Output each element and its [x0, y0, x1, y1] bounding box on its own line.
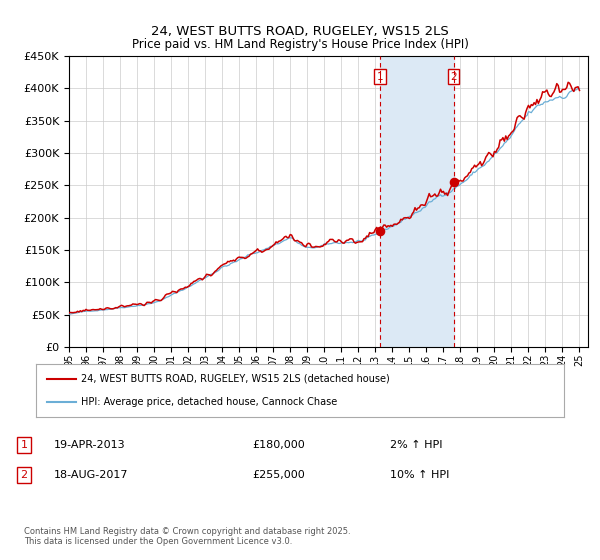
Text: 1: 1: [20, 440, 28, 450]
Text: 24, WEST BUTTS ROAD, RUGELEY, WS15 2LS: 24, WEST BUTTS ROAD, RUGELEY, WS15 2LS: [151, 25, 449, 38]
Text: Price paid vs. HM Land Registry's House Price Index (HPI): Price paid vs. HM Land Registry's House …: [131, 38, 469, 51]
Text: Contains HM Land Registry data © Crown copyright and database right 2025.
This d: Contains HM Land Registry data © Crown c…: [24, 526, 350, 546]
Text: 2: 2: [450, 72, 457, 82]
Text: 2% ↑ HPI: 2% ↑ HPI: [390, 440, 443, 450]
Text: 19-APR-2013: 19-APR-2013: [54, 440, 125, 450]
Text: 1: 1: [377, 72, 384, 82]
Text: £255,000: £255,000: [252, 470, 305, 480]
Text: 2: 2: [20, 470, 28, 480]
Text: HPI: Average price, detached house, Cannock Chase: HPI: Average price, detached house, Cann…: [81, 397, 337, 407]
Text: 18-AUG-2017: 18-AUG-2017: [54, 470, 128, 480]
Point: [376, 226, 385, 235]
Text: 24, WEST BUTTS ROAD, RUGELEY, WS15 2LS (detached house): 24, WEST BUTTS ROAD, RUGELEY, WS15 2LS (…: [81, 374, 389, 384]
Point: [449, 178, 458, 186]
Bar: [380, 56, 454, 347]
Text: £180,000: £180,000: [252, 440, 305, 450]
Text: 10% ↑ HPI: 10% ↑ HPI: [390, 470, 449, 480]
